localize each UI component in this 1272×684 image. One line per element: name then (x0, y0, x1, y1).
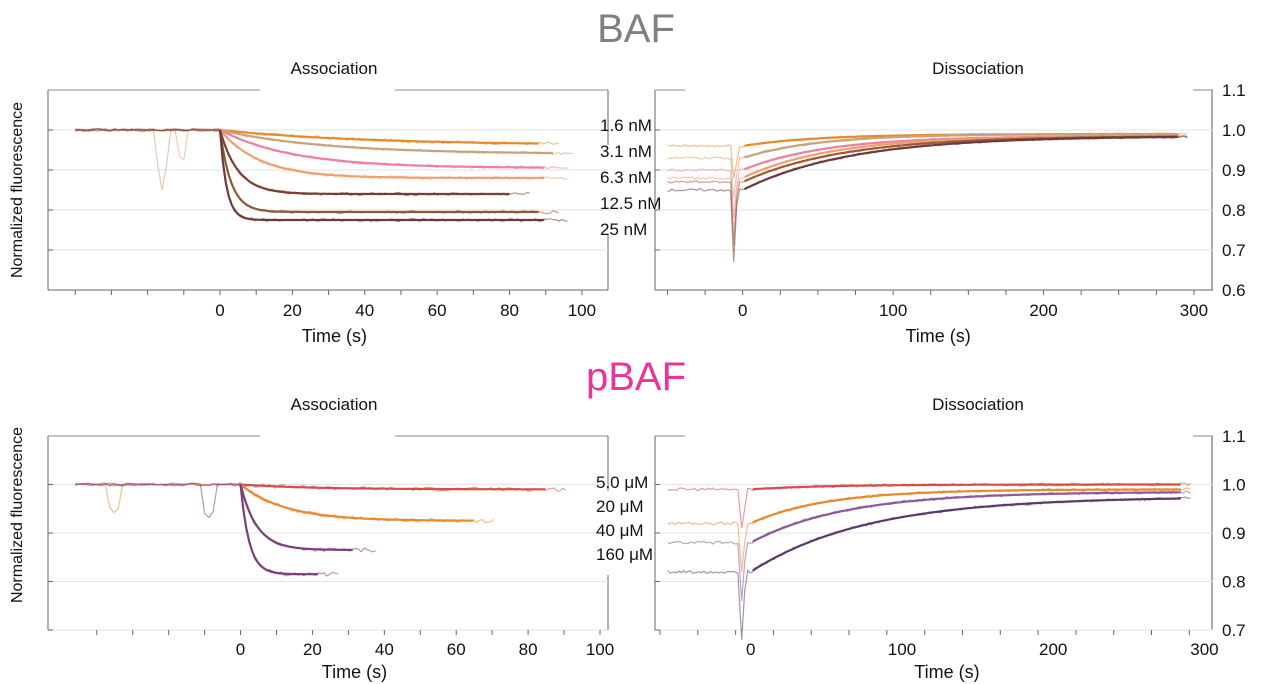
fit-curve (219, 129, 545, 169)
fit-curve (239, 484, 319, 576)
chart-title: pBAF (586, 355, 686, 399)
y-tick-label: 0.7 (1222, 621, 1246, 640)
fit-curve (219, 129, 545, 180)
data-trace-raw (667, 134, 1181, 235)
fit-curve (218, 129, 510, 196)
concentration-label: 25 nM (600, 220, 647, 239)
concentration-label: 5.0 μM (596, 473, 648, 492)
y-tick-label: 0.9 (1222, 161, 1246, 180)
association-title: Association (291, 395, 378, 414)
x-tick-label: 60 (428, 301, 447, 320)
fit-curve (752, 491, 1181, 543)
data-trace-raw (75, 128, 568, 170)
x-axis-label: Time (s) (905, 326, 970, 346)
x-tick-label: 0 (215, 301, 224, 320)
fit-curve (240, 483, 546, 491)
x-tick-label: 20 (283, 301, 302, 320)
x-tick-label: 100 (586, 640, 614, 659)
x-tick-label: 200 (1029, 301, 1057, 320)
dissociation-title: Dissociation (932, 395, 1024, 414)
fit-curve (219, 128, 539, 145)
data-trace-raw (667, 134, 1188, 247)
fit-curve (219, 128, 553, 155)
concentration-label: 12.5 nM (600, 194, 661, 213)
x-tick-label: 0 (746, 640, 755, 659)
x-tick-label: 100 (879, 301, 907, 320)
concentration-label: 160 μM (596, 545, 653, 564)
data-trace-raw (667, 135, 1188, 263)
fit-curve (744, 135, 1178, 191)
x-tick-label: 40 (355, 301, 374, 320)
x-tick-label: 60 (447, 640, 466, 659)
baf-chart: BAF Association Dissociation Normalized flu… (9, 7, 1246, 346)
fit-curve (239, 484, 353, 551)
y-tick-label: 0.8 (1222, 573, 1246, 592)
concentration-label: 3.1 nM (600, 142, 652, 161)
concentration-label: 40 μM (596, 521, 644, 540)
fit-curve (744, 133, 1178, 159)
fit-curve (218, 129, 539, 214)
y-tick-label: 0.7 (1222, 241, 1246, 260)
concentration-label: 1.6 nM (600, 116, 652, 135)
y-tick-label: 1.0 (1222, 121, 1246, 140)
x-tick-label: 200 (1039, 640, 1067, 659)
x-tick-label: 100 (568, 301, 596, 320)
x-tick-label: 100 (888, 640, 916, 659)
association-panel: 0 20 40 60 80 100 Time (s) (47, 435, 614, 682)
concentration-label: 20 μM (596, 497, 644, 516)
x-tick-label: 40 (375, 640, 394, 659)
pbaf-chart: pBAF Association Dissociation Normalized fl… (9, 355, 1246, 682)
x-axis-label: Time (s) (914, 662, 979, 682)
y-tick-label: 0.8 (1222, 201, 1246, 220)
fit-curve (218, 129, 545, 222)
y-tick-label: 1.1 (1222, 81, 1246, 100)
y-tick-label: 0.6 (1222, 281, 1246, 300)
dissociation-panel: 0 100 200 300 Time (s) (654, 89, 1213, 346)
x-tick-label: 80 (500, 301, 519, 320)
data-trace-raw (75, 128, 559, 215)
data-trace-raw (75, 482, 376, 553)
data-trace-raw (75, 482, 339, 577)
x-tick-label: 300 (1180, 301, 1208, 320)
chart-title: BAF (597, 7, 675, 51)
x-tick-label: 20 (303, 640, 322, 659)
association-title: Association (291, 59, 378, 78)
fit-curve (752, 483, 1181, 491)
concentration-label: 6.3 nM (600, 168, 652, 187)
y-axis-label: Normalized fluorescence (9, 427, 26, 603)
y-tick-label: 1.0 (1222, 476, 1246, 495)
x-tick-label: 0 (738, 301, 747, 320)
x-tick-label: 80 (519, 640, 538, 659)
association-panel: 0 20 40 60 80 100 Time (s) (47, 89, 609, 346)
data-trace-raw (75, 128, 568, 181)
fit-curve (239, 483, 474, 522)
x-tick-label: 300 (1190, 640, 1218, 659)
data-trace-raw (75, 128, 530, 197)
x-axis-label: Time (s) (302, 326, 367, 346)
x-tick-label: 0 (236, 640, 245, 659)
y-axis-label: Normalized fluorescence (9, 102, 26, 278)
y-tick-label: 0.9 (1222, 524, 1246, 543)
fit-curve (752, 497, 1181, 572)
x-axis-label: Time (s) (322, 662, 387, 682)
y-tick-label: 1.1 (1222, 427, 1246, 446)
fit-curve (752, 488, 1181, 524)
dissociation-panel: 0 100 200 300 Time (s) (654, 435, 1219, 682)
data-trace-raw (75, 481, 494, 524)
data-trace-raw (667, 496, 1191, 640)
dissociation-title: Dissociation (932, 59, 1024, 78)
